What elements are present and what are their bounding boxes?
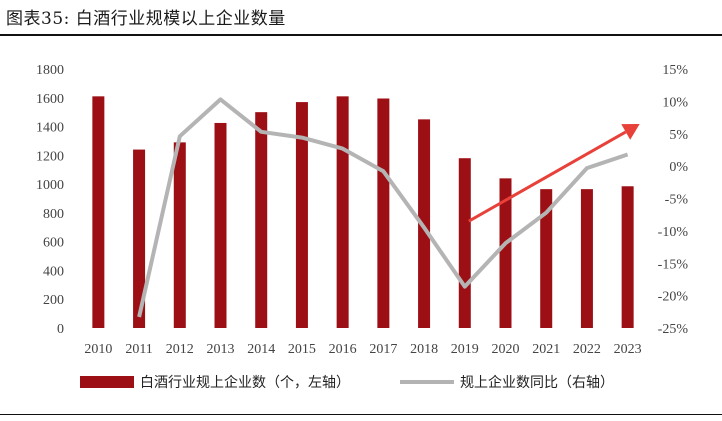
x-tick-2015: 2015 xyxy=(288,342,316,357)
y-axis-left: 0 200 400 600 800 1000 1200 1400 1600 1800 xyxy=(36,63,64,337)
line-series xyxy=(137,97,629,318)
bar-2012 xyxy=(173,142,186,328)
y-left-tick: 400 xyxy=(43,264,64,279)
legend: 白酒行业规上企业数（个，左轴） 规上企业数同比（右轴） xyxy=(0,372,722,396)
x-axis: 2010 2011 2012 2013 2014 2015 2016 2017 2018 2019… xyxy=(84,342,641,357)
bar-2013 xyxy=(214,122,227,328)
x-tick-2016: 2016 xyxy=(329,342,357,357)
x-tick-2021: 2021 xyxy=(532,342,560,357)
x-tick-2013: 2013 xyxy=(207,342,235,357)
bar-series xyxy=(92,96,634,329)
bar-2016 xyxy=(336,96,349,328)
y-left-tick: 1200 xyxy=(36,149,64,164)
y-right-tick: 10% xyxy=(662,95,688,110)
legend-item-bars: 白酒行业规上企业数（个，左轴） xyxy=(80,372,350,392)
y-left-tick: 1400 xyxy=(36,121,64,136)
x-tick-2012: 2012 xyxy=(166,342,194,357)
y-right-tick: -25% xyxy=(658,322,689,337)
bar-2022 xyxy=(580,189,593,328)
x-tick-2014: 2014 xyxy=(247,342,275,357)
legend-line-label: 规上企业数同比（右轴） xyxy=(460,375,614,391)
x-tick-2020: 2020 xyxy=(492,342,520,357)
trend-arrow-shaft xyxy=(468,130,627,223)
figure-title: 图表35: 白酒行业规模以上企业数量 xyxy=(6,9,286,29)
bar-2018 xyxy=(418,119,431,328)
y-left-tick: 200 xyxy=(43,293,64,308)
legend-line-swatch xyxy=(400,380,454,384)
bar-2015 xyxy=(295,102,308,328)
x-tick-2019: 2019 xyxy=(451,342,479,357)
y-right-tick: 5% xyxy=(669,128,688,143)
x-tick-2022: 2022 xyxy=(573,342,601,357)
x-tick-2010: 2010 xyxy=(84,342,112,357)
y-axis-right: 15% 10% 5% 0% -5% -10% -15% -20% -25% xyxy=(658,63,689,337)
x-tick-2017: 2017 xyxy=(369,342,397,357)
x-tick-2018: 2018 xyxy=(410,342,438,357)
y-right-tick: -5% xyxy=(665,193,689,208)
y-left-tick: 0 xyxy=(57,322,64,337)
y-left-tick: 1000 xyxy=(36,178,64,193)
legend-item-line: 规上企业数同比（右轴） xyxy=(400,372,614,392)
y-right-tick: 0% xyxy=(669,160,688,175)
bar-2010 xyxy=(92,96,105,328)
bar-2023 xyxy=(621,186,634,328)
y-left-tick: 600 xyxy=(43,236,64,251)
bar-2017 xyxy=(377,98,390,328)
y-right-tick: -15% xyxy=(658,257,689,272)
x-tick-2023: 2023 xyxy=(614,342,642,357)
bottom-rule xyxy=(0,414,722,415)
y-right-tick: -10% xyxy=(658,225,689,240)
x-tick-2011: 2011 xyxy=(125,342,152,357)
bar-2020 xyxy=(499,178,512,328)
legend-bar-swatch xyxy=(80,376,134,388)
bar-2021 xyxy=(540,189,553,328)
y-right-tick: -20% xyxy=(658,290,689,305)
bar-2019 xyxy=(458,158,471,328)
y-right-tick: 15% xyxy=(662,63,688,78)
title-rule xyxy=(0,34,722,36)
legend-bar-label: 白酒行业规上企业数（个，左轴） xyxy=(140,375,350,391)
y-left-tick: 1600 xyxy=(36,92,64,107)
y-left-tick: 1800 xyxy=(36,63,64,78)
bar-2014 xyxy=(255,112,268,329)
bar-2011 xyxy=(133,149,146,328)
trend-arrow xyxy=(468,124,640,223)
y-left-tick: 800 xyxy=(43,207,64,222)
trend-arrow-head xyxy=(621,124,640,140)
